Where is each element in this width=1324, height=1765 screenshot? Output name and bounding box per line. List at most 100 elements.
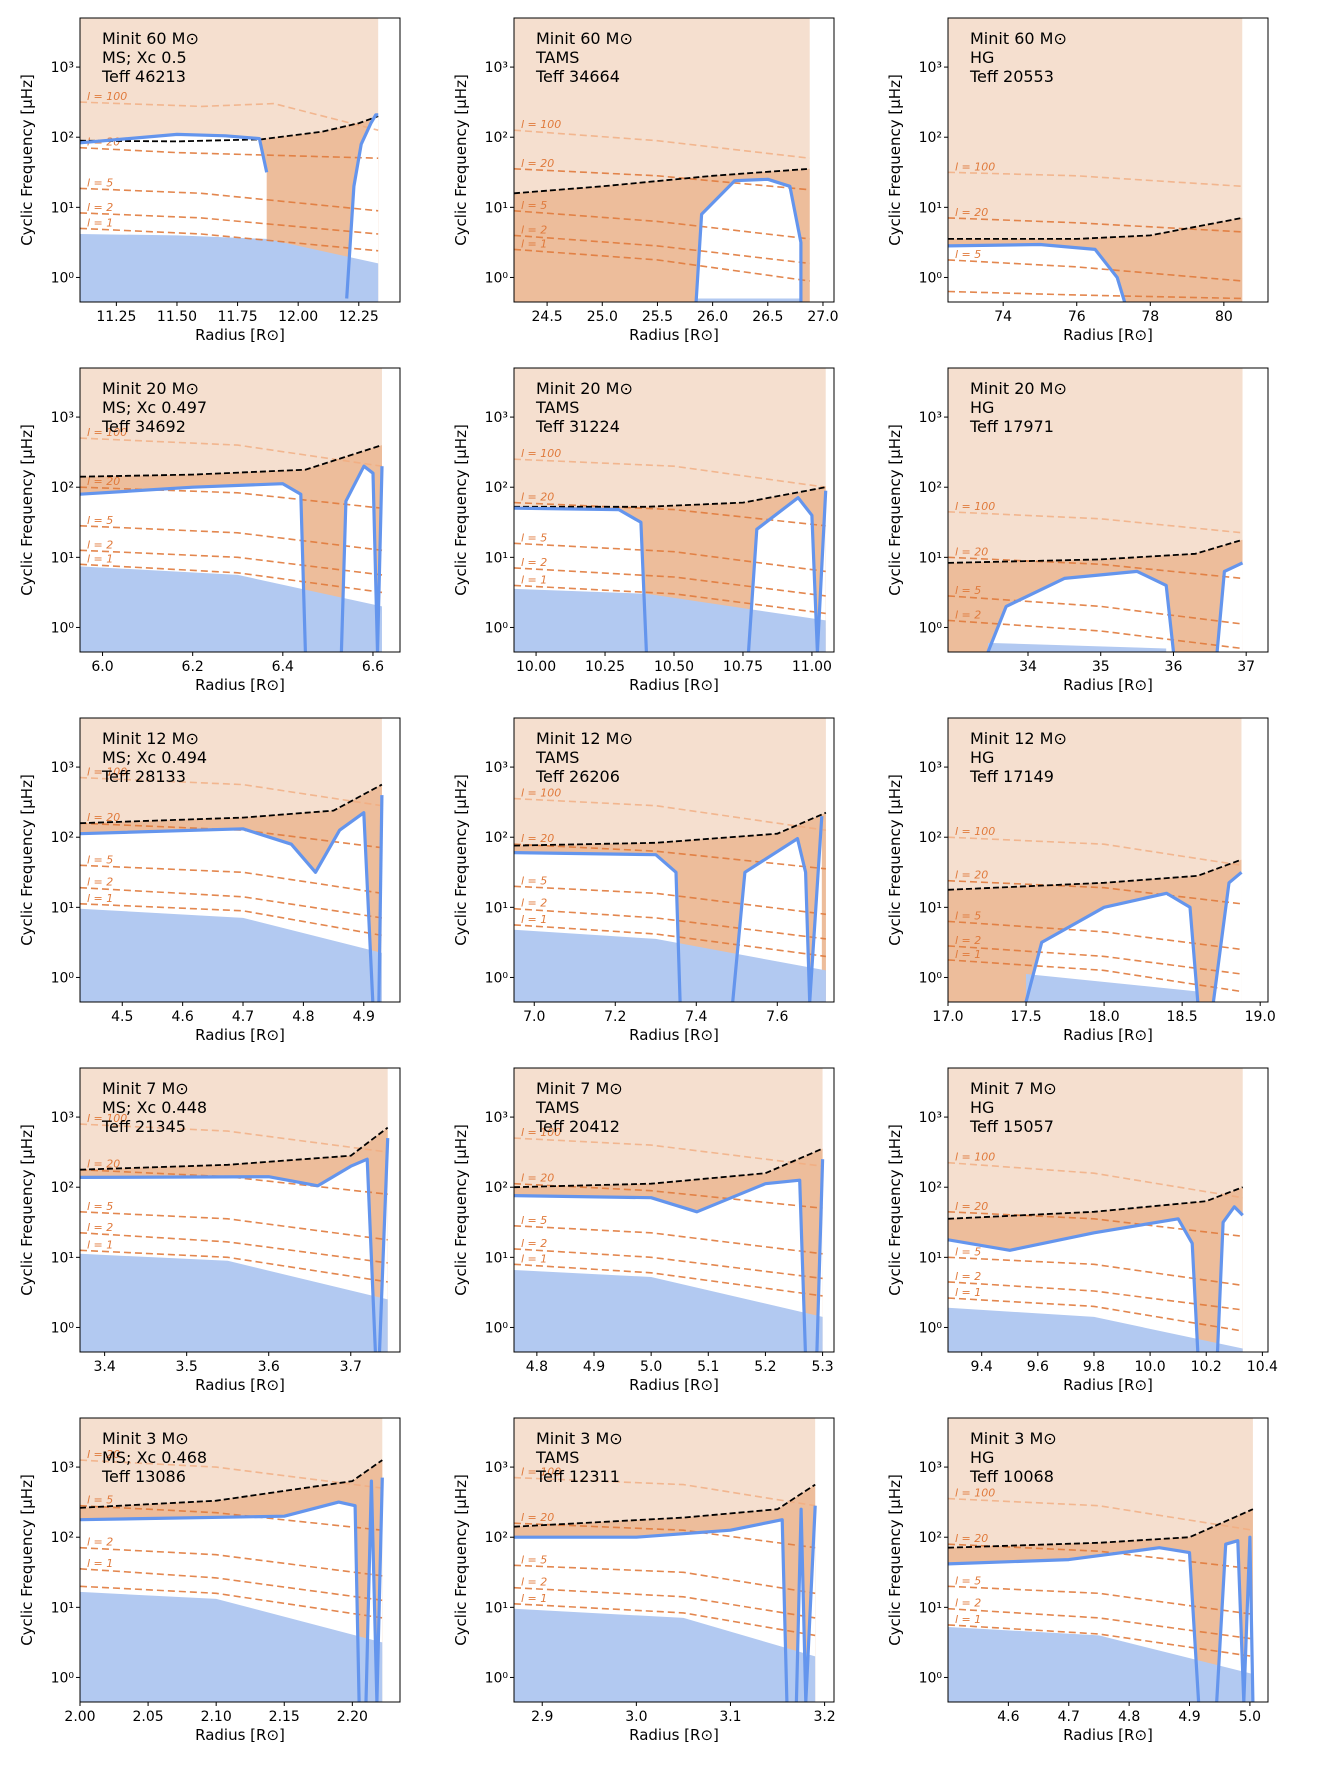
plot-area: l = 100 l = 20 l = 5 l = 2 bbox=[948, 368, 1244, 652]
mode-label: l = 20 bbox=[955, 206, 988, 219]
mode-line bbox=[80, 1546, 383, 1577]
y-tick-label: 10⁰ bbox=[51, 1320, 75, 1336]
mode-line bbox=[948, 879, 1242, 905]
x-tick-label: 4.9 bbox=[353, 1009, 375, 1025]
plot-area: l = 100 l = 20 l = 5 l = 2l = 1 bbox=[948, 718, 1243, 1002]
x-tick-label: 5.2 bbox=[754, 1359, 776, 1375]
mode-label: l = 1 bbox=[87, 1238, 113, 1251]
annotation-mass: Minit 3 M⊙ bbox=[536, 1429, 623, 1448]
mode-line bbox=[514, 567, 826, 597]
x-tick-label: 4.7 bbox=[1058, 1709, 1080, 1725]
y-axis-label: Cyclic Frequency [μHz] bbox=[886, 774, 904, 946]
y-tick-label: 10⁰ bbox=[51, 620, 75, 636]
lamb-line bbox=[80, 1126, 389, 1171]
panel-14: l = 100 l = 20 l = 5 l = 2 l = 1 10⁰ 10¹ 10² 10³… bbox=[886, 1417, 1269, 1744]
mode-line bbox=[948, 1281, 1243, 1311]
cavity-1 bbox=[346, 114, 379, 302]
annotation-mass: Minit 60 M⊙ bbox=[102, 29, 199, 48]
x-tick-label: 4.8 bbox=[526, 1359, 548, 1375]
mode-line bbox=[80, 563, 383, 594]
mode-line bbox=[80, 822, 382, 849]
x-axis-label: Radius [R⊙] bbox=[1063, 676, 1153, 694]
mode-line bbox=[948, 556, 1243, 580]
axes-frame bbox=[947, 1417, 1269, 1703]
y-axis-label: Cyclic Frequency [μHz] bbox=[886, 74, 904, 246]
annotation-mass: Minit 60 M⊙ bbox=[536, 29, 633, 48]
y-axis-label: Cyclic Frequency [μHz] bbox=[452, 424, 470, 596]
x-axis-label: Radius [R⊙] bbox=[629, 1726, 719, 1744]
x-tick-label: 24.5 bbox=[532, 309, 563, 325]
x-tick-label: 3.0 bbox=[625, 1709, 647, 1725]
buoyancy-line-0 bbox=[948, 1217, 1200, 1352]
x-tick-label: 4.6 bbox=[172, 1009, 194, 1025]
x-axis-label: Radius [R⊙] bbox=[1063, 1726, 1153, 1744]
x-tick-label: 4.5 bbox=[111, 1009, 133, 1025]
lamb-line bbox=[80, 115, 379, 143]
mode-label: l = 100 bbox=[955, 1151, 995, 1164]
buoyancy-line-0 bbox=[514, 1178, 807, 1352]
mode-line bbox=[80, 437, 383, 467]
mode-label: l = 100 bbox=[87, 426, 127, 439]
x-tick-label: 9.4 bbox=[971, 1359, 993, 1375]
mode-label: l = 20 bbox=[955, 869, 988, 882]
lamb-line bbox=[514, 811, 827, 847]
annotation-mass: Minit 12 M⊙ bbox=[102, 729, 199, 748]
buoyancy-line-0 bbox=[80, 1157, 377, 1352]
cavity-0 bbox=[988, 571, 1174, 652]
lamb-line bbox=[948, 1508, 1254, 1549]
y-axis-label: Cyclic Frequency [μHz] bbox=[18, 1474, 36, 1646]
mode-line bbox=[80, 1211, 388, 1241]
axes-frame bbox=[947, 367, 1269, 653]
buoyancy-fill bbox=[514, 1270, 823, 1352]
y-tick-label: 10¹ bbox=[485, 900, 508, 916]
mode-label: l = 5 bbox=[521, 1214, 547, 1227]
buoyancy-line-1 bbox=[731, 816, 824, 1002]
x-tick-label: 6.4 bbox=[272, 659, 294, 675]
mode-label: l = 5 bbox=[87, 853, 113, 866]
buoyancy-line-0 bbox=[80, 482, 307, 652]
annotation-mass: Minit 12 M⊙ bbox=[970, 729, 1067, 748]
annotation-stage: HG bbox=[970, 748, 994, 767]
y-tick-label: 10³ bbox=[485, 760, 508, 776]
cavity-0 bbox=[1026, 893, 1198, 1002]
plot-area: l = 100 l = 20 l = 5 l = 2l = 1 bbox=[514, 18, 810, 302]
lamb-line bbox=[948, 1186, 1244, 1220]
mode-line bbox=[514, 907, 826, 940]
x-tick-label: 10.0 bbox=[1135, 1359, 1166, 1375]
mode-label: l = 1 bbox=[521, 237, 547, 250]
annotation-stage: MS; Xc 0.468 bbox=[102, 1448, 207, 1467]
mode-line bbox=[80, 212, 379, 235]
y-axis-label: Cyclic Frequency [μHz] bbox=[18, 1124, 36, 1296]
y-tick-label: 10¹ bbox=[51, 200, 74, 216]
mode-line bbox=[948, 959, 1242, 993]
mode-line bbox=[514, 1522, 816, 1549]
x-tick-label: 11.50 bbox=[157, 309, 197, 325]
y-tick-label: 10³ bbox=[919, 1460, 942, 1476]
mode-label: l = 20 bbox=[87, 1448, 120, 1461]
annotation-mass: Minit 20 M⊙ bbox=[970, 379, 1067, 398]
x-tick-label: 6.0 bbox=[91, 659, 113, 675]
lamb-line bbox=[80, 444, 383, 478]
y-tick-label: 10² bbox=[485, 1180, 508, 1196]
x-tick-label: 18.5 bbox=[1167, 1009, 1198, 1025]
y-tick-label: 10³ bbox=[485, 1110, 508, 1126]
x-tick-label: 4.9 bbox=[583, 1359, 605, 1375]
axes-frame bbox=[79, 367, 401, 653]
mode-line bbox=[948, 1607, 1254, 1640]
y-tick-label: 10³ bbox=[485, 410, 508, 426]
mode-line bbox=[514, 843, 826, 870]
x-tick-label: 3.6 bbox=[258, 1359, 280, 1375]
x-tick-label: 17.5 bbox=[1010, 1009, 1041, 1025]
mode-label: l = 100 bbox=[521, 787, 561, 800]
buoyancy-line-1 bbox=[746, 490, 828, 652]
mode-label: l = 1 bbox=[955, 948, 981, 961]
mode-label: l = 5 bbox=[955, 1245, 981, 1258]
annotation-stage: TAMS bbox=[535, 48, 579, 67]
y-tick-label: 10² bbox=[51, 1530, 74, 1546]
x-axis-label: Radius [R⊙] bbox=[629, 326, 719, 344]
y-tick-label: 10⁰ bbox=[919, 970, 943, 986]
mode-line bbox=[80, 146, 379, 159]
mode-label: l = 1 bbox=[521, 1252, 547, 1265]
x-tick-label: 7.4 bbox=[685, 1009, 707, 1025]
x-tick-label: 35 bbox=[1092, 659, 1110, 675]
